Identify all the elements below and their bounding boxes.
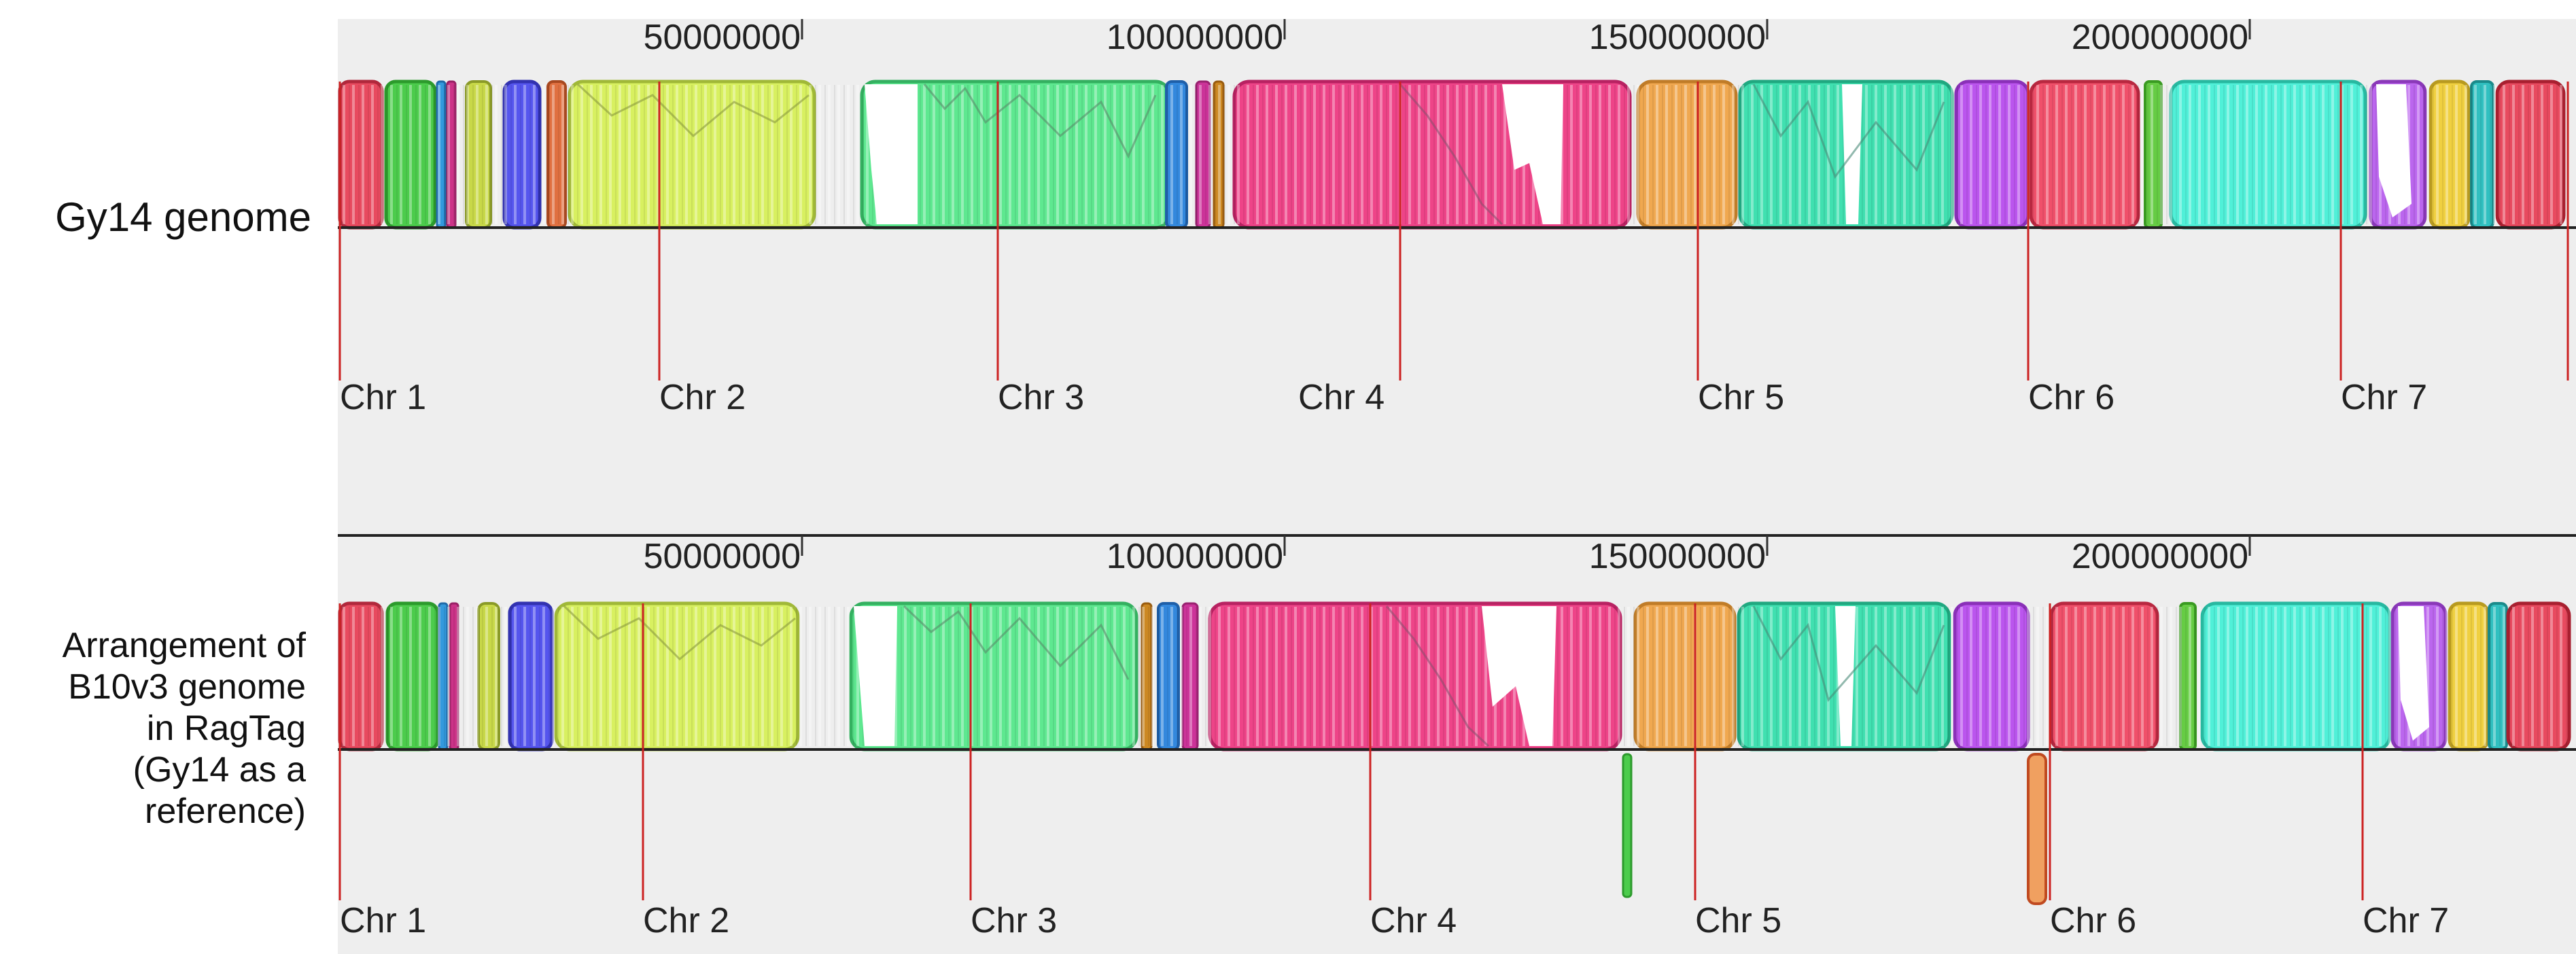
chromosome-boundaries-bottom <box>338 603 2364 900</box>
similarity-profile <box>576 83 810 138</box>
chromosome-boundaries-top <box>338 82 2569 381</box>
low-similarity-region <box>2376 84 2412 217</box>
lcb-blocks-bottom <box>338 601 2571 752</box>
chromosome-label: Chr 2 <box>659 378 746 417</box>
similarity-profile <box>1385 605 1490 747</box>
chromosome-labels-bottom: Chr 1 Chr 2 Chr 3 Chr 4 Chr 5 Chr 6 Chr … <box>340 901 2449 940</box>
chromosome-label: Chr 6 <box>2050 901 2136 940</box>
tick-label: 200000000 <box>2072 537 2248 576</box>
label-line: Arrangement of <box>62 626 306 665</box>
label-line: B10v3 genome <box>68 667 306 707</box>
low-similarity-region <box>865 84 918 224</box>
ruler: 50000000 100000000 150000000 200000000 <box>644 18 2251 57</box>
tick-label: 50000000 <box>644 18 801 57</box>
low-similarity-region <box>854 606 897 746</box>
low-similarity-region <box>1482 606 1556 746</box>
low-similarity-region <box>1835 606 1856 746</box>
tick-label: 100000000 <box>1107 537 1283 576</box>
low-similarity-region <box>1502 84 1563 224</box>
low-similarity-region <box>2398 606 2429 741</box>
similarity-profile <box>903 605 1130 680</box>
tick-label: 50000000 <box>644 537 801 576</box>
chromosome-label: Chr 1 <box>340 378 426 417</box>
track-label-gy14: Gy14 genome <box>55 194 311 240</box>
panel-bottom: 50000000 100000000 150000000 200000000 <box>338 534 2576 954</box>
chromosome-label: Chr 3 <box>998 378 1084 417</box>
track-label-b10v3: Arrangement of B10v3 genome in RagTag (G… <box>0 625 306 832</box>
chromosome-label: Chr 3 <box>971 901 1057 940</box>
similarity-profile <box>923 84 1157 159</box>
inverted-lcb-block <box>2027 753 2047 905</box>
ruler: 50000000 100000000 150000000 200000000 <box>644 535 2251 576</box>
chromosome-label: Chr 4 <box>1298 378 1385 417</box>
tick-label: 150000000 <box>1589 537 1766 576</box>
similarity-profile <box>563 605 796 661</box>
tick-label: 100000000 <box>1107 18 1283 57</box>
similarity-texture <box>340 607 2569 746</box>
label-line: in RagTag <box>146 709 306 748</box>
similarity-texture <box>340 85 2564 224</box>
panel-top: 50000000 100000000 150000000 200000000 <box>338 18 2576 534</box>
chromosome-label: Chr 5 <box>1695 901 1781 940</box>
tick-label: 150000000 <box>1589 18 1766 57</box>
lcb-blocks-top <box>338 80 2566 230</box>
inverted-lcb-block <box>1622 753 1633 898</box>
chromosome-label: Chr 7 <box>2363 901 2449 940</box>
label-line: (Gy14 as a <box>133 750 306 790</box>
chromosome-label: Chr 6 <box>2028 378 2114 417</box>
tick-label: 200000000 <box>2072 18 2248 57</box>
chromosome-labels-top: Chr 1 Chr 2 Chr 3 Chr 4 Chr 5 Chr 6 Chr … <box>340 378 2427 417</box>
similarity-profile <box>1399 84 1503 226</box>
similarity-profile <box>1752 605 1945 703</box>
chromosome-label: Chr 7 <box>2341 378 2427 417</box>
chromosome-label: Chr 5 <box>1698 378 1784 417</box>
chromosome-label: Chr 2 <box>643 901 729 940</box>
similarity-profile <box>1752 84 1945 179</box>
chromosome-label: Chr 4 <box>1370 901 1457 940</box>
chromosome-label: Chr 1 <box>340 901 426 940</box>
label-line: reference) <box>145 792 306 831</box>
